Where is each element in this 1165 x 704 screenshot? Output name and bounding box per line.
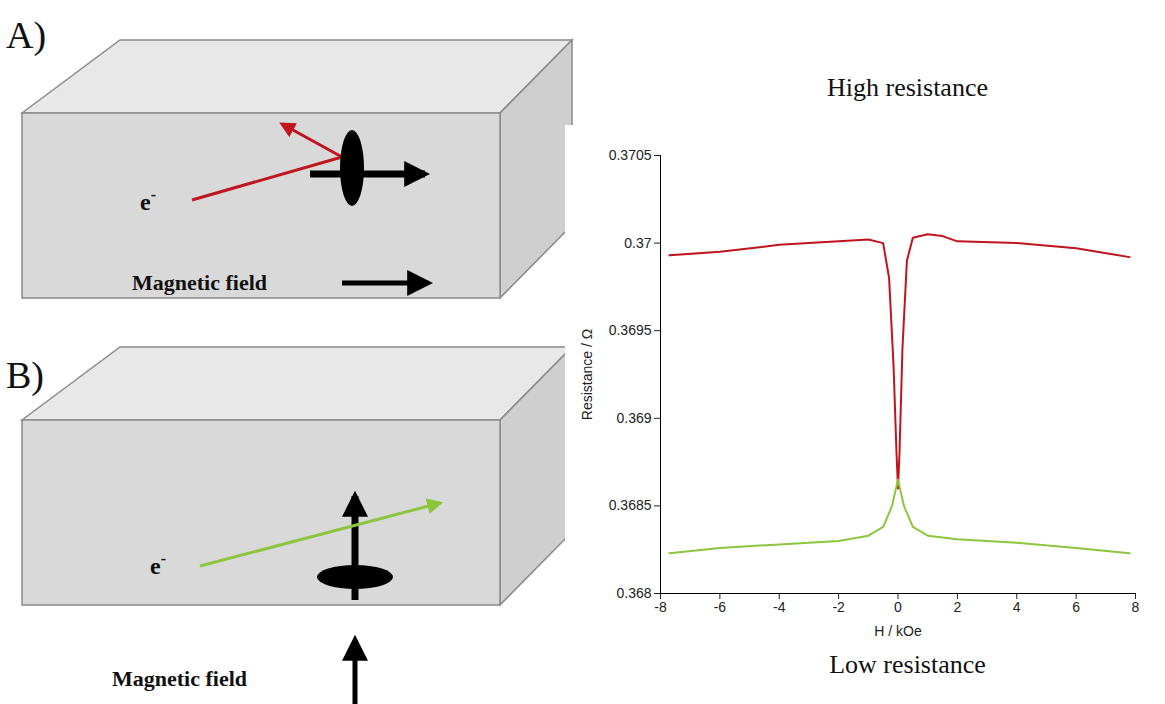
svg-text:-2: -2 bbox=[832, 599, 845, 615]
html-text:High resistance: High resistance bbox=[827, 73, 988, 102]
svg-text:-6: -6 bbox=[714, 599, 727, 615]
svg-text:A): A) bbox=[6, 14, 46, 57]
svg-text:Resistance / Ω: Resistance / Ω bbox=[579, 329, 595, 420]
svg-text:e-: e- bbox=[140, 186, 156, 215]
svg-text:8: 8 bbox=[1132, 599, 1140, 615]
html-text:Low resistance: Low resistance bbox=[829, 650, 986, 679]
svg-text:B): B) bbox=[6, 354, 44, 397]
svg-text:0.3705: 0.3705 bbox=[609, 147, 652, 163]
svg-text:0: 0 bbox=[894, 599, 902, 615]
svg-text:0.369: 0.369 bbox=[616, 410, 651, 426]
svg-text:Magnetic field: Magnetic field bbox=[132, 270, 267, 295]
svg-text:H / kOe: H / kOe bbox=[874, 623, 922, 639]
svg-text:6: 6 bbox=[1072, 599, 1080, 615]
svg-text:0.37: 0.37 bbox=[624, 235, 651, 251]
svg-text:e-: e- bbox=[150, 550, 166, 579]
svg-text:Magnetic field: Magnetic field bbox=[112, 666, 247, 691]
svg-text:0.3685: 0.3685 bbox=[609, 497, 652, 513]
svg-text:-8: -8 bbox=[654, 599, 667, 615]
svg-text:2: 2 bbox=[953, 599, 961, 615]
svg-text:0.368: 0.368 bbox=[616, 585, 651, 601]
svg-text:-4: -4 bbox=[773, 599, 786, 615]
svg-text:0.3695: 0.3695 bbox=[609, 322, 652, 338]
svg-text:4: 4 bbox=[1013, 599, 1021, 615]
